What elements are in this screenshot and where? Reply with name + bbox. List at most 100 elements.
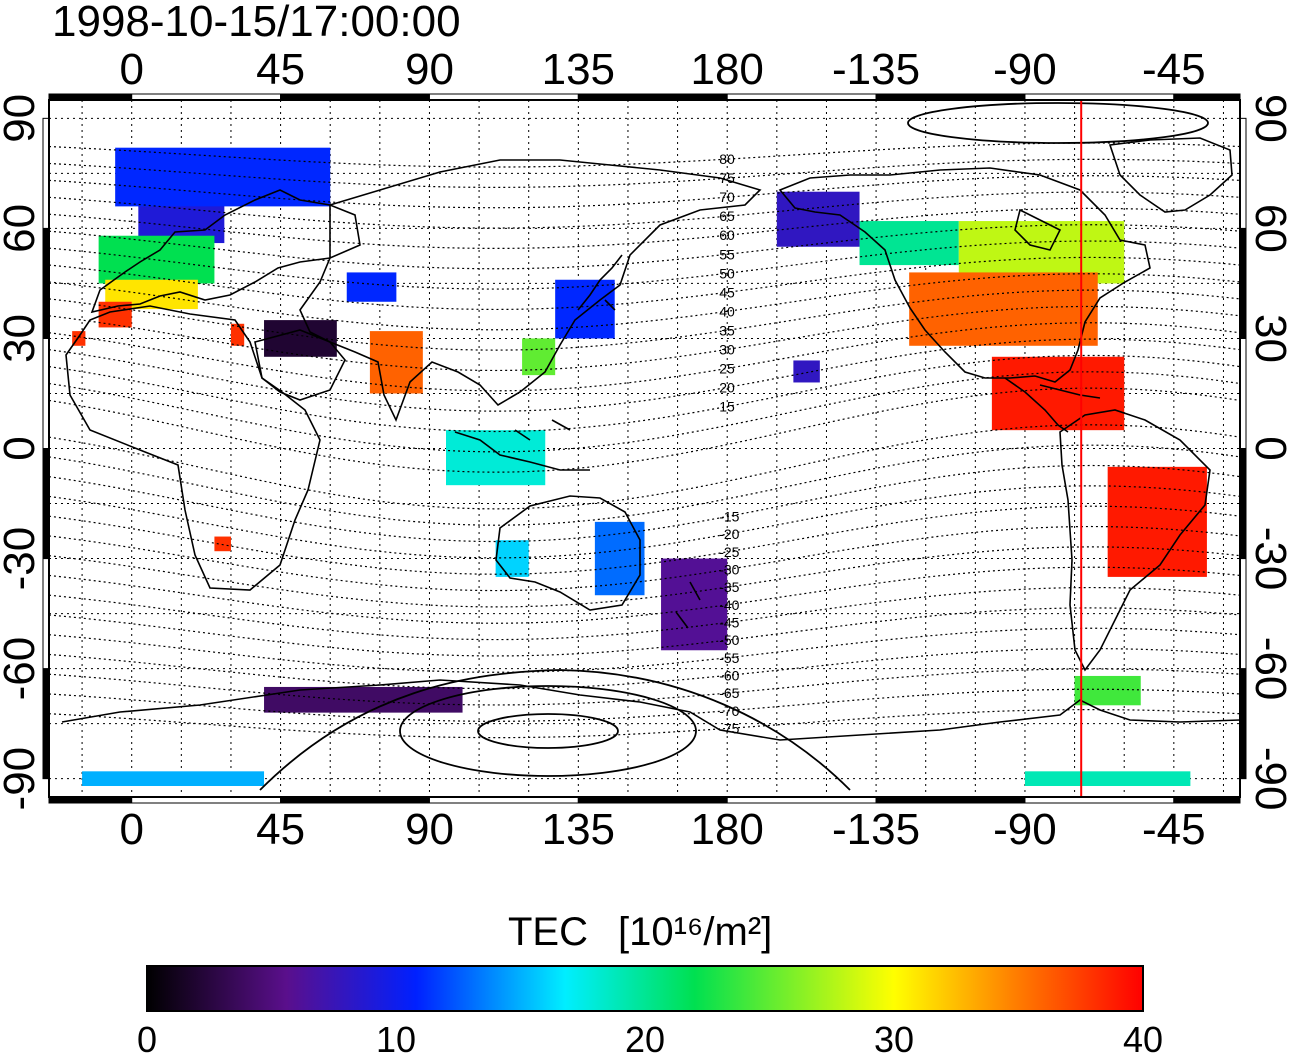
right-lat-tick-label: 30 — [1246, 314, 1292, 363]
contour-label: -50 — [719, 632, 739, 648]
contour-line — [49, 505, 1240, 575]
contour-line — [49, 485, 1240, 559]
contour-label: 70 — [719, 189, 735, 205]
contour-label: 35 — [719, 322, 735, 338]
tec-patch — [1074, 675, 1141, 706]
contour-line — [49, 175, 1240, 209]
contour-line — [49, 273, 1240, 331]
coastline-south-america — [1059, 409, 1211, 672]
colorbar-title: TEC — [508, 910, 588, 954]
bottom-lon-tick-label: -135 — [832, 805, 920, 854]
contour-line — [49, 305, 1240, 372]
contour-label: 65 — [719, 208, 735, 224]
magnetic-latitude-contours — [49, 142, 1240, 739]
colorbar-tick-label: 40 — [1123, 1019, 1163, 1057]
contour-label: 30 — [719, 341, 735, 357]
tec-patch — [661, 558, 728, 651]
top-lon-tick-label: 90 — [405, 45, 454, 94]
contour-line — [49, 387, 1240, 473]
tec-patch — [555, 279, 615, 339]
left-lat-tick-label: -30 — [0, 527, 44, 591]
coastlines — [61, 137, 1240, 741]
contour-line — [49, 586, 1240, 641]
coastline-europe — [90, 189, 361, 314]
coastline-australia — [495, 495, 641, 611]
tec-patch — [522, 338, 556, 376]
bottom-lon-tick-label: -45 — [1142, 805, 1206, 854]
bottom-lon-tick-label: 135 — [542, 805, 615, 854]
contour-line — [49, 566, 1240, 624]
left-lat-tick-label: 30 — [0, 314, 44, 363]
coastline-caribbean — [1039, 384, 1101, 399]
right-latitude-tick-labels: 90 60 30 0 -30 -60 -90 — [1246, 94, 1292, 811]
tec-patch — [446, 430, 546, 486]
left-lat-tick-label: -90 — [0, 747, 44, 811]
top-longitude-tick-labels: 0 45 90 135 180 -135 -90 -45 — [119, 45, 1205, 94]
coastline-hudson-bay — [1014, 208, 1062, 251]
colorbar-tick-labels: 0 10 20 30 40 — [137, 1019, 1163, 1057]
contour-line — [49, 354, 1240, 433]
colorbar-tick-label: 10 — [376, 1019, 416, 1057]
map-panel: 80 75 70 65 60 55 50 45 40 35 30 25 20 15 -15-20 -25 -30… — [42, 93, 1247, 804]
colorbar-unit: [10¹⁶/m²] — [618, 910, 772, 954]
tec-patch — [1107, 466, 1207, 577]
contour-line — [49, 207, 1240, 250]
contour-label: -55 — [719, 650, 739, 666]
top-lon-tick-label: 0 — [119, 45, 143, 94]
contour-label: -70 — [719, 703, 739, 719]
top-lon-tick-label: -135 — [832, 45, 920, 94]
top-lon-tick-label: 45 — [256, 45, 305, 94]
right-lat-tick-label: -60 — [1246, 637, 1292, 701]
contour-label: 55 — [719, 246, 735, 262]
contour-label: 80 — [719, 151, 735, 167]
bottom-lon-tick-label: 45 — [256, 805, 305, 854]
colorbar-tick-label: 30 — [874, 1019, 914, 1057]
tec-patch — [346, 272, 397, 302]
coastline-greenland — [1108, 137, 1233, 213]
top-lon-tick-label: 135 — [542, 45, 615, 94]
coastline-antarctica — [61, 679, 1240, 741]
coastline-new-zealand — [675, 581, 701, 629]
contour-label: 75 — [719, 170, 735, 186]
contour-label: -65 — [719, 685, 739, 701]
top-lon-tick-label: -45 — [1142, 45, 1206, 94]
contour-line — [49, 525, 1240, 592]
contour-label: 40 — [719, 303, 735, 319]
contour-line — [49, 688, 1240, 722]
contour-labels: 80 75 70 65 60 55 50 45 40 35 30 25 20 15 -15-20 -25 -30… — [719, 151, 739, 736]
coastline-africa — [65, 305, 321, 591]
contour-label: 45 — [719, 284, 735, 300]
left-lat-tick-label: 90 — [0, 94, 44, 143]
right-lat-tick-label: 60 — [1246, 204, 1292, 253]
tec-patch — [98, 235, 215, 284]
right-lat-tick-label: -30 — [1246, 527, 1292, 591]
colorbar: TEC [10¹⁶/m²] 0 10 20 30 40 — [137, 910, 1163, 1057]
contour-label: -45 — [719, 614, 739, 630]
tec-patch — [214, 536, 231, 552]
contour-label: 50 — [719, 265, 735, 281]
colorbar-tick-label: 0 — [137, 1019, 157, 1057]
contour-label: 60 — [719, 227, 735, 243]
tec-patch — [82, 771, 265, 786]
contour-line — [49, 709, 1240, 739]
contour-line — [49, 444, 1240, 526]
contour-label: -25 — [719, 544, 739, 560]
coastline-arabia — [254, 329, 346, 401]
bottom-lon-tick-label: 90 — [405, 805, 454, 854]
left-lat-tick-label: 60 — [0, 204, 44, 253]
bottom-longitude-tick-labels: 0 45 90 135 180 -135 -90 -45 — [119, 805, 1205, 854]
left-lat-tick-label: -60 — [0, 637, 44, 701]
tec-patch — [264, 320, 337, 357]
tec-patch — [1024, 771, 1191, 786]
contour-line — [49, 668, 1240, 706]
contour-label: -30 — [719, 562, 739, 578]
tec-patch — [793, 360, 820, 383]
top-lon-tick-label: 180 — [690, 45, 763, 94]
contour-line — [49, 322, 1240, 392]
bottom-lon-tick-label: 180 — [690, 805, 763, 854]
contour-label: 20 — [719, 379, 735, 395]
map-frame — [48, 99, 1241, 798]
contour-label: -20 — [719, 526, 739, 542]
contour-line — [49, 627, 1240, 673]
